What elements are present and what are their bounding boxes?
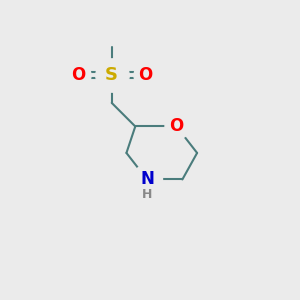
Text: O: O — [71, 66, 85, 84]
Text: O: O — [139, 66, 153, 84]
Text: O: O — [169, 117, 184, 135]
Text: N: N — [140, 170, 154, 188]
Text: H: H — [142, 188, 152, 201]
Text: S: S — [105, 66, 118, 84]
